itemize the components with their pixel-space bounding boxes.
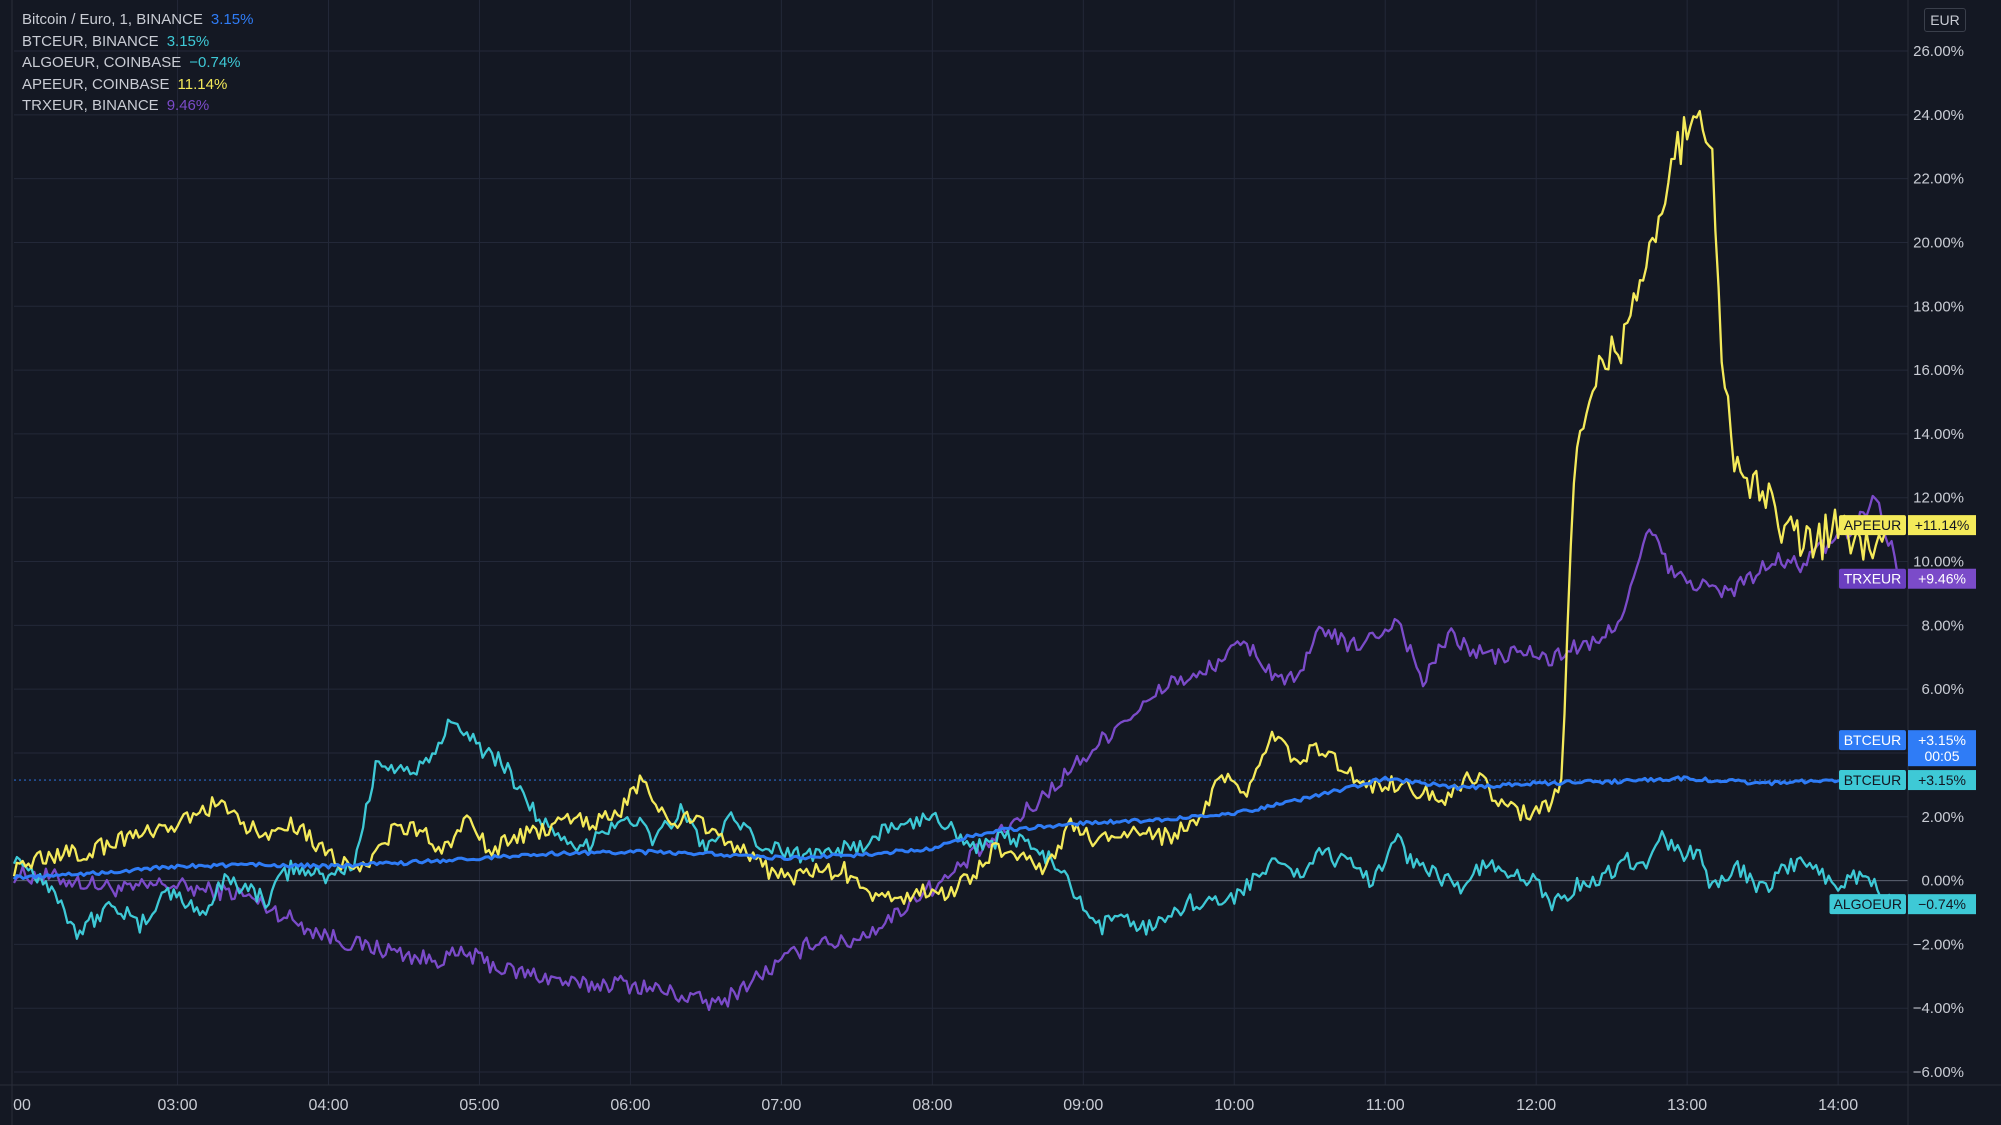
price-label-value: +11.14% [1915,517,1970,533]
price-label-value: +9.46% [1918,571,1966,587]
currency-button[interactable]: EUR [1924,8,1966,32]
x-tick-label: 13:00 [1667,1097,1707,1114]
y-tick-label: 22.00% [1913,171,1964,188]
legend-row-trxeur[interactable]: TRXEUR, BINANCE 9.46% [22,95,253,117]
price-label-name: TRXEUR [1844,571,1902,587]
price-label-value: +3.15% [1918,732,1966,748]
grid-layer [14,0,1908,1085]
x-tick-label: 07:00 [761,1097,801,1114]
x-tick-label: 10:00 [1214,1097,1254,1114]
series-line-trxeur [12,494,1902,1012]
x-tick-label: 14:00 [1818,1097,1858,1114]
price-label-name-bg [1829,894,1906,915]
legend-row-algoeur[interactable]: ALGOEUR, COINBASE −0.74% [22,52,253,74]
legend: Bitcoin / Euro, 1, BINANCE 3.15% BTCEUR, … [22,9,253,117]
price-label-value-bg [1908,568,1976,589]
y-tick-label: 8.00% [1921,617,1964,634]
y-tick-label: 24.00% [1913,107,1964,124]
legend-row-apeeur[interactable]: APEEUR, COINBASE 11.14% [22,74,253,96]
legend-value: 3.15% [166,32,210,50]
x-tick-label: 08:00 [912,1097,952,1114]
series-line-btceur [12,775,1902,881]
series-line-apeeur [12,109,1902,905]
x-tick-label: 05:00 [459,1097,499,1114]
y-tick-label: 2.00% [1921,809,1964,826]
price-label-name-bg [1839,515,1906,536]
price-label-name: BTCEUR [1844,732,1902,748]
legend-name: TRXEUR, BINANCE [22,97,159,114]
price-label-name: ALGOEUR [1834,896,1902,912]
price-label-value-bg [1908,894,1976,915]
legend-name: BTCEUR, BINANCE [22,32,159,50]
y-tick-label: −4.00% [1913,1000,1964,1017]
price-label-value: +3.15% [1918,772,1966,788]
price-label-name-bg [1839,730,1906,751]
legend-value: 11.14% [177,75,228,93]
price-label-value-bg [1908,730,1976,767]
price-labels-layer: APEEUR +11.14%TRXEUR +9.46%BTCEUR +3.15%00:… [1829,515,1976,915]
x-tick-label: 00 [13,1097,31,1114]
y-tick-label: 18.00% [1913,298,1964,315]
price-label-name-bg [1839,770,1906,791]
y-tick-label: 6.00% [1921,681,1964,698]
legend-name: Bitcoin / Euro, 1, BINANCE [22,11,203,28]
price-label-name-bg [1839,568,1906,589]
x-tick-label: 03:00 [158,1097,198,1114]
y-tick-label: 0.00% [1921,873,1964,890]
price-label-value: −0.74% [1918,896,1966,912]
y-tick-label: 12.00% [1913,490,1964,507]
price-label-value-bg [1908,515,1976,536]
legend-name: APEEUR, COINBASE [22,75,170,93]
legend-value: 3.15% [210,11,254,28]
y-tick-label: 16.00% [1913,362,1964,379]
y-tick-label: 10.00% [1913,554,1964,571]
x-tick-label: 11:00 [1366,1097,1405,1114]
legend-value: 9.46% [166,97,210,114]
x-tick-label: 06:00 [610,1097,650,1114]
y-tick-label: 14.00% [1913,426,1964,443]
x-tick-label: 04:00 [308,1097,348,1114]
legend-row-btc-main[interactable]: Bitcoin / Euro, 1, BINANCE 3.15% [22,9,253,31]
x-tick-label: 12:00 [1516,1097,1556,1114]
series-layer [12,109,1902,1012]
legend-value: −0.74% [189,54,241,71]
x-tick-label: 09:00 [1063,1097,1103,1114]
legend-name: ALGOEUR, COINBASE [22,54,182,71]
y-tick-label: −2.00% [1913,936,1964,953]
legend-row-btceur[interactable]: BTCEUR, BINANCE 3.15% [22,31,253,53]
y-tick-label: 26.00% [1913,43,1964,60]
y-tick-label: 20.00% [1913,234,1964,251]
price-label-name: BTCEUR [1844,772,1902,788]
price-label-countdown: 00:05 [1924,748,1959,764]
price-label-name: APEEUR [1844,517,1902,533]
price-label-value-bg [1908,770,1976,791]
y-tick-label: −6.00% [1913,1064,1964,1081]
